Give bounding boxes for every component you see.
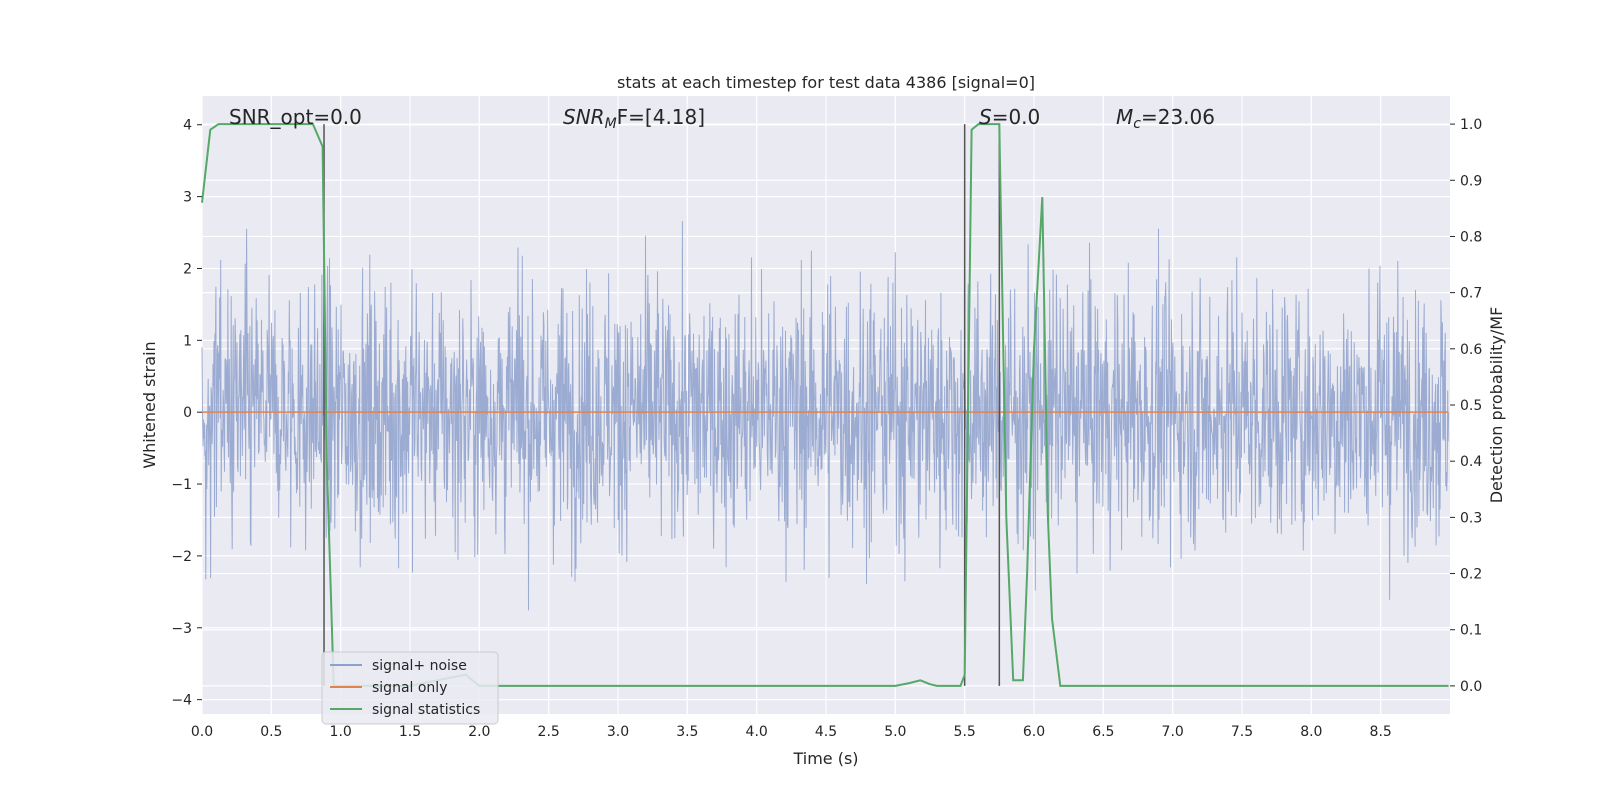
y-tick-label-right: 0.6 <box>1460 342 1482 358</box>
x-tick-label: 3.5 <box>676 724 698 740</box>
x-axis-label: Time (s) <box>792 749 858 768</box>
y-tick-label-right: 0.8 <box>1460 229 1482 245</box>
legend-label-signal-noise: signal+ noise <box>372 658 467 674</box>
x-tick-label: 2.0 <box>468 724 490 740</box>
x-tick-label: 1.0 <box>330 724 352 740</box>
signal-statistics-line <box>201 123 1449 687</box>
x-tick-label: 0.0 <box>191 724 213 740</box>
y-tick-label-left: −3 <box>171 621 192 637</box>
legend-label-signal-only: signal only <box>372 680 447 696</box>
x-tick-label: 4.0 <box>746 724 768 740</box>
y-tick-label-left: 3 <box>183 190 192 206</box>
y-tick-label-right: 0.7 <box>1460 286 1482 302</box>
legend-box <box>321 651 499 725</box>
x-tick-labels: 0.0 0.5 1.0 1.5 2.0 2.5 3.0 3.5 4.0 4.5 5.0 5.5 6.0 6… <box>191 724 1392 740</box>
y-tick-label-right: 0.3 <box>1460 510 1482 526</box>
legend: signal+ noise signal only signal statist… <box>321 651 499 725</box>
x-tick-label: 1.5 <box>399 724 421 740</box>
x-tick-label: 7.5 <box>1231 724 1253 740</box>
x-tick-label: 4.5 <box>815 724 837 740</box>
y-tick-labels-right: 0.0 0.1 0.2 0.3 0.4 0.5 0.6 0.7 0.8 0.9 1.0 <box>1450 117 1482 695</box>
annotation-snr-mf: SNRMF=[4.18] <box>563 105 705 132</box>
x-tick-label: 6.5 <box>1092 724 1114 740</box>
y-tick-label-left: −2 <box>171 549 192 565</box>
y-tick-label-right: 0.9 <box>1460 173 1482 189</box>
x-tick-label: 6.0 <box>1023 724 1045 740</box>
y-tick-label-right: 1.0 <box>1460 117 1482 133</box>
y-tick-label-left: −4 <box>171 693 192 709</box>
x-tick-label: 7.0 <box>1162 724 1184 740</box>
chart-title: stats at each timestep for test data 438… <box>617 73 1035 92</box>
y-tick-label-right: 0.4 <box>1460 454 1482 470</box>
y-tick-label-left: −1 <box>171 477 192 493</box>
x-tick-label: 5.0 <box>884 724 906 740</box>
x-tick-label: 8.0 <box>1300 724 1322 740</box>
annotation-snr-opt: SNR_opt=0.0 <box>229 105 362 129</box>
y-axis-label-right: Detection probability/MF <box>1487 307 1506 504</box>
x-tick-label: 3.0 <box>607 724 629 740</box>
y-tick-label-right: 0.2 <box>1460 567 1482 583</box>
legend-label-signal-statistics: signal statistics <box>372 702 480 718</box>
x-tick-label: 8.5 <box>1370 724 1392 740</box>
x-tick-label: 5.5 <box>954 724 976 740</box>
y-tick-label-right: 0.1 <box>1460 623 1482 639</box>
x-tick-label: 2.5 <box>538 724 560 740</box>
y-tick-label-left: 1 <box>183 333 192 349</box>
noise-line <box>201 220 1450 611</box>
y-axis-label-left: Whitened strain <box>140 341 159 468</box>
series-signal-statistics <box>201 123 1449 687</box>
annotation-mc: Mc=23.06 <box>1116 105 1215 132</box>
y-tick-label-right: 0.0 <box>1460 679 1482 695</box>
annotation-s: S=0.0 <box>979 105 1040 129</box>
y-tick-labels-left: −4 −3 −2 −1 0 1 2 3 4 <box>171 118 202 709</box>
y-tick-label-left: 0 <box>183 405 192 421</box>
series-signal-noise <box>201 220 1450 611</box>
y-tick-label-left: 4 <box>183 118 192 134</box>
y-gridlines-left <box>202 124 1450 701</box>
y-tick-label-right: 0.5 <box>1460 398 1482 414</box>
y-tick-label-left: 2 <box>183 261 192 277</box>
x-tick-label: 0.5 <box>260 724 282 740</box>
